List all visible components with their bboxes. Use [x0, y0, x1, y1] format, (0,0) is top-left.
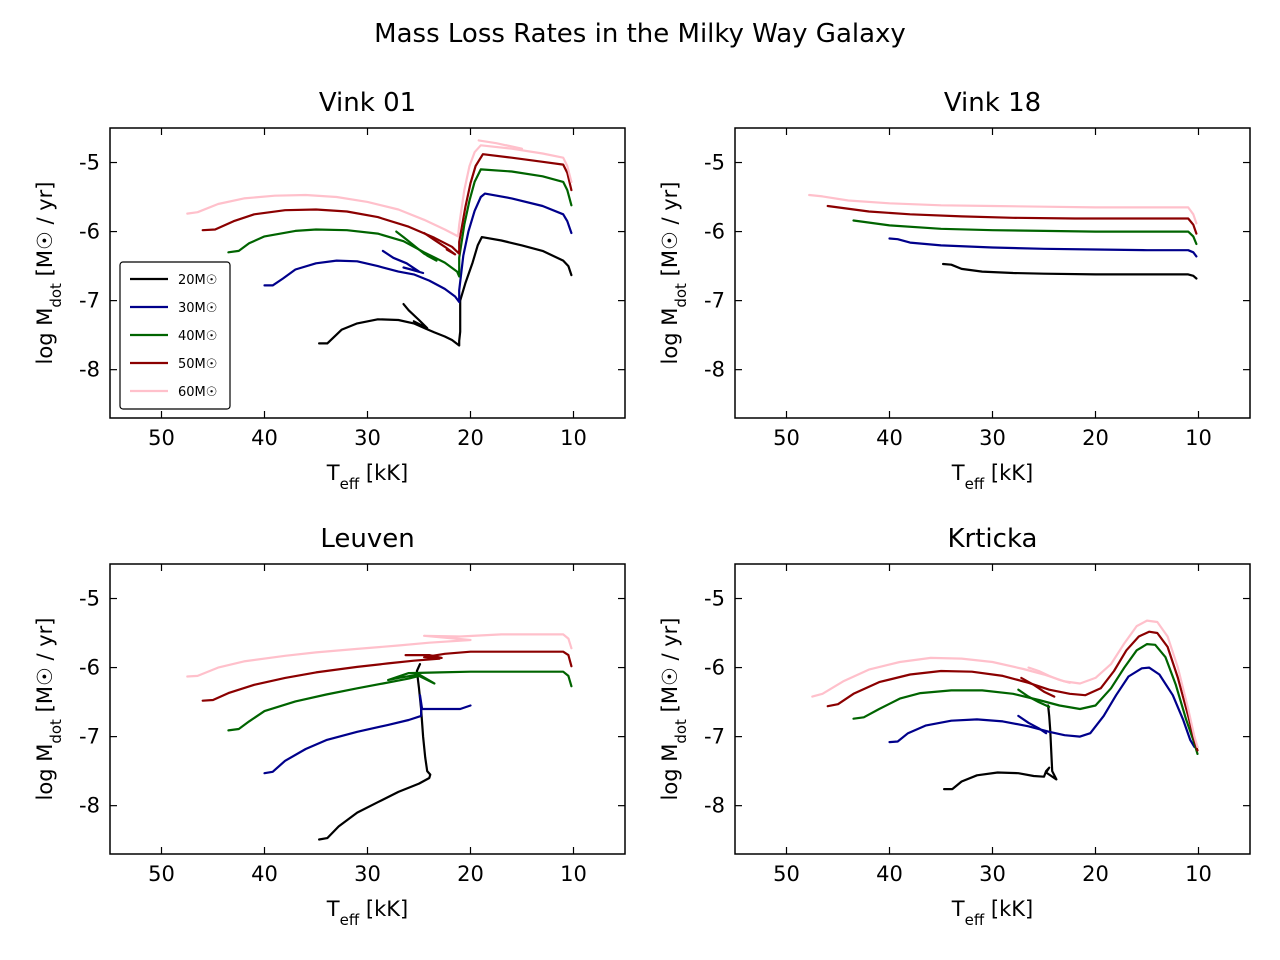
- series-line-40msun: [227, 168, 573, 278]
- x-tick-label: 20: [457, 426, 484, 450]
- x-tick-label: 40: [251, 862, 278, 886]
- series-line-50msun: [423, 231, 457, 256]
- series-line-60msun: [1027, 666, 1071, 684]
- series-line-60msun: [811, 619, 1199, 749]
- x-tick-label: 30: [354, 862, 381, 886]
- y-tick-label: -6: [79, 656, 100, 680]
- y-tick-label: -7: [79, 289, 100, 313]
- x-tick-label: 50: [773, 426, 800, 450]
- x-tick-label: 10: [560, 426, 587, 450]
- x-tick-label: 20: [1082, 862, 1109, 886]
- y-tick-label: -8: [79, 794, 100, 818]
- series-line-40msun: [1017, 688, 1051, 708]
- panel-title: Vink 01: [319, 88, 416, 118]
- axes-frame: [109, 563, 626, 855]
- series-line-60msun: [186, 144, 573, 238]
- series-line-40msun: [395, 230, 438, 262]
- x-tick-label: 30: [354, 426, 381, 450]
- legend-label: 60M☉: [178, 385, 217, 400]
- x-axis-label: Teff [kK]: [951, 897, 1033, 929]
- series-line-20msun: [402, 303, 429, 330]
- series-lines: [811, 619, 1199, 791]
- axes-frame: [734, 563, 1251, 855]
- panel-title: Vink 18: [944, 88, 1041, 118]
- series-line-50msun: [1020, 676, 1056, 698]
- series-line-50msun: [826, 204, 1198, 235]
- series-line-60msun: [186, 633, 573, 678]
- y-tick-label: -5: [79, 151, 100, 175]
- y-tick-label: -5: [79, 587, 100, 611]
- x-tick-label: 50: [148, 862, 175, 886]
- series-line-50msun: [404, 654, 443, 659]
- panel-vink-18: 50 40 30 20 10 -5 -6 -7 -8 Vink 18 Teff [kK] log Md…: [658, 88, 1251, 493]
- panel-krticka: 50 40 30 20 10 -5 -6 -7 -8 Krticka Teff [kK] log Md…: [658, 524, 1251, 929]
- x-tick-label: 40: [251, 426, 278, 450]
- series-line-30msun: [263, 694, 472, 775]
- series-line-30msun: [1017, 714, 1048, 735]
- y-tick-label: -6: [704, 656, 725, 680]
- y-tick-label: -5: [704, 587, 725, 611]
- series-line-50msun: [201, 153, 573, 255]
- x-tick-label: 30: [979, 426, 1006, 450]
- panels: 50 40 30 20 10 -5 -6 -7 -8 Vink 01 Teff [kK] log Md…: [33, 88, 1251, 929]
- x-tick-label: 20: [457, 862, 484, 886]
- series-line-20msun: [318, 663, 432, 841]
- legend-label: 50M☉: [178, 357, 217, 372]
- y-tick-label: -8: [704, 358, 725, 382]
- x-tick-label: 50: [773, 862, 800, 886]
- series-lines: [186, 633, 573, 841]
- y-axis-label: log Mdot [M☉ / yr]: [33, 618, 65, 801]
- x-tick-label: 30: [979, 862, 1006, 886]
- series-line-30msun: [888, 237, 1198, 258]
- series-line-40msun: [852, 219, 1198, 246]
- panel-leuven: 50 40 30 20 10 -5 -6 -7 -8 Leuven Teff [kK] log Mdo…: [33, 524, 626, 929]
- y-axis-label: log Mdot [M☉ / yr]: [658, 618, 690, 801]
- x-tick-label: 20: [1082, 426, 1109, 450]
- x-tick-label: 10: [560, 862, 587, 886]
- series-lines: [186, 139, 573, 347]
- x-tick-label: 50: [148, 426, 175, 450]
- series-line-30msun: [888, 666, 1199, 749]
- y-axis-label: log Mdot [M☉ / yr]: [33, 182, 65, 365]
- y-axis-label: log Mdot [M☉ / yr]: [658, 182, 690, 365]
- series-lines: [808, 193, 1198, 280]
- x-tick-label: 40: [876, 426, 903, 450]
- y-tick-label: -8: [79, 358, 100, 382]
- panel-title: Leuven: [320, 524, 414, 554]
- y-tick-label: -6: [79, 220, 100, 244]
- y-tick-label: -7: [79, 725, 100, 749]
- x-axis-label: Teff [kK]: [951, 461, 1033, 493]
- series-line-60msun: [477, 139, 524, 150]
- y-tick-label: -8: [704, 794, 725, 818]
- panel-vink-01: 50 40 30 20 10 -5 -6 -7 -8 Vink 01 Teff [kK] log Md…: [33, 88, 626, 493]
- series-line-40msun: [227, 670, 573, 732]
- x-tick-label: 10: [1185, 862, 1212, 886]
- legend-label: 30M☉: [178, 301, 217, 316]
- series-line-20msun: [943, 704, 1058, 791]
- legend: 20M☉ 30M☉ 40M☉ 50M☉ 60M☉: [119, 261, 231, 410]
- y-tick-label: -7: [704, 725, 725, 749]
- x-tick-label: 10: [1185, 426, 1212, 450]
- series-line-50msun: [826, 630, 1199, 752]
- series-line-30msun: [381, 249, 425, 275]
- series-line-50msun: [201, 650, 573, 702]
- y-tick-label: -6: [704, 220, 725, 244]
- legend-label: 40M☉: [178, 329, 217, 344]
- y-tick-label: -5: [704, 151, 725, 175]
- legend-label: 20M☉: [178, 273, 217, 288]
- series-line-60msun: [808, 193, 1198, 225]
- x-axis-label: Teff [kK]: [326, 897, 408, 929]
- legend-box: [119, 261, 231, 410]
- panel-title: Krticka: [948, 524, 1038, 554]
- x-tick-label: 40: [876, 862, 903, 886]
- series-line-40msun: [852, 643, 1199, 755]
- figure-title: Mass Loss Rates in the Milky Way Galaxy: [374, 19, 906, 49]
- series-line-20msun: [942, 262, 1198, 280]
- series-line-20msun: [318, 236, 573, 347]
- y-tick-label: -7: [704, 289, 725, 313]
- series-line-30msun: [263, 192, 573, 304]
- x-axis-label: Teff [kK]: [326, 461, 408, 493]
